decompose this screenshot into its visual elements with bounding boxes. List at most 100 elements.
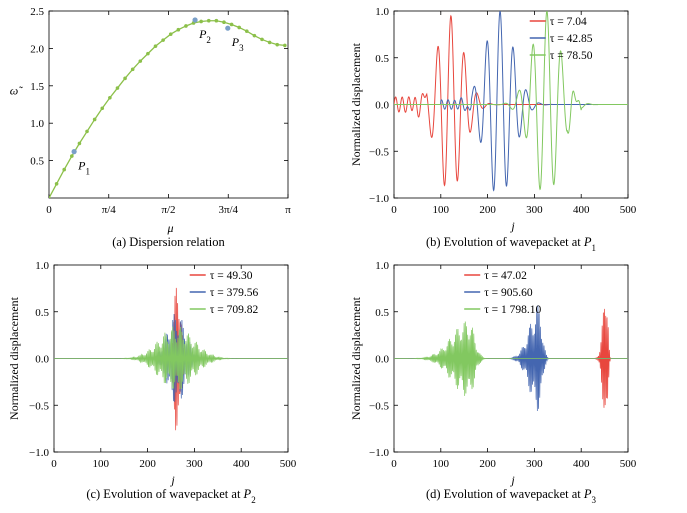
y-axis-label: Normalized displacement [7,296,21,420]
marked-point [192,17,198,23]
x-axis-label: j [509,219,515,233]
panel-4: 0 100 200 300 400 500 −1.0 −0.5 0.0 0.5 1.0 j Normal… [349,260,637,505]
y-tick-label: 0.5 [375,307,389,319]
x-tick-label: π/2 [161,204,175,216]
data-point [100,106,105,111]
x-tick-label: 200 [479,458,496,470]
marked-point [71,149,77,155]
y-tick-label: 0.0 [375,354,389,366]
x-tick-label: 100 [93,458,110,470]
y-tick-label: 1.0 [375,260,389,272]
x-tick-label: 0 [51,458,57,470]
x-axis-label: j [169,473,175,487]
series-line-3 [394,11,628,191]
y-tick-label: 0.5 [35,307,49,319]
x-tick-label: 200 [139,458,156,470]
data-point [237,25,241,30]
data-point [77,141,82,146]
y-axis-label: Normalized displacement [349,296,363,420]
data-point [62,167,67,172]
x-tick-label: π/4 [102,204,117,216]
x-tick-label: 0 [391,458,397,470]
series-line-1 [394,14,628,187]
y-tick-label: 1.0 [30,118,44,130]
x-tick-label: 300 [186,458,203,470]
x-tick-label: 300 [526,458,543,470]
series-line-3 [394,321,628,396]
data-point [161,38,165,42]
y-tick-label: 0.5 [30,156,44,168]
legend-label: τ = 379.56 [210,287,259,299]
y-tick-label: −0.5 [29,400,49,412]
panel-caption: (d) Evolution of wavepacket at P3 [426,487,597,505]
data-point [146,51,150,56]
panel-3: 0 100 200 300 400 500 −1.0 −0.5 0.0 0.5 1.0 j Normal… [7,260,297,505]
y-tick-label: 1.0 [35,260,49,272]
panel-caption: (c) Evolution of wavepacket at P2 [86,487,255,505]
x-tick-label: 100 [433,458,450,470]
y-tick-label: −1.0 [29,447,49,459]
marked-point [225,25,231,31]
data-point [229,22,234,27]
y-tick-label: 1.5 [30,81,44,93]
y-tick-label: −0.5 [369,146,389,158]
data-point [275,42,280,47]
data-point [130,67,135,72]
x-tick-label: 100 [433,204,450,216]
y-tick-label: 0.5 [375,53,389,65]
data-point [244,29,249,33]
y-axis-label: ω̃ [10,84,23,98]
y-axis-label: Normalized displacement [349,42,363,166]
plot-area [49,17,287,198]
panel-1: 0 π/4 π/2 3π/4 π 0.5 1.0 1.5 2.0 2.5 μ ω̃ (a) Disper… [10,6,291,249]
legend-label: τ = 42.85 [550,33,593,45]
data-point [153,44,158,48]
y-tick-label: 2.0 [30,43,44,55]
data-point [92,117,97,122]
data-point [115,86,120,90]
y-tick-label: 0.0 [35,354,49,366]
x-tick-label: 400 [573,458,590,470]
legend-label: τ = 47.02 [484,270,527,282]
x-tick-label: 500 [620,458,637,470]
data-point [49,196,51,198]
x-tick-label: 500 [280,458,297,470]
legend-label: τ = 7.04 [550,16,587,28]
y-tick-label: −1.0 [369,193,389,205]
x-tick-label: 300 [526,204,543,216]
plot-area [394,305,628,411]
data-point [199,19,203,24]
x-tick-label: 0 [46,204,52,216]
data-point [85,129,89,134]
data-point [267,40,272,45]
y-tick-label: 0.0 [375,100,389,112]
x-tick-label: 400 [573,204,590,216]
data-point [54,181,59,186]
series-line-2 [394,11,628,192]
data-point [260,37,264,42]
y-tick-label: 2.5 [30,6,44,18]
series-line-3 [54,326,288,390]
data-point [138,59,143,63]
y-tick-label: −1.0 [369,447,389,459]
point-label: P1 [77,159,90,177]
legend-label: τ = 78.50 [550,50,593,62]
data-point [206,18,211,23]
data-point [222,20,226,25]
legend-label: τ = 49.30 [210,270,253,282]
x-axis-label: μ [166,221,173,235]
plot-area [54,287,288,431]
legend-label: τ = 709.82 [210,304,259,316]
data-point [214,18,219,23]
panel-caption: (b) Evolution of wavepacket at P1 [426,235,596,253]
data-point [168,32,173,36]
y-tick-label: 1.0 [375,6,389,18]
legend-label: τ = 1 798.10 [484,304,541,316]
data-point [252,33,257,38]
x-tick-label: 400 [233,458,250,470]
data-point [184,24,188,28]
x-tick-label: 0 [391,204,397,216]
panel-2: 0 100 200 300 400 500 −1.0 −0.5 0.0 0.5 1.0 j Normal… [349,6,637,253]
plot-area [394,11,628,192]
